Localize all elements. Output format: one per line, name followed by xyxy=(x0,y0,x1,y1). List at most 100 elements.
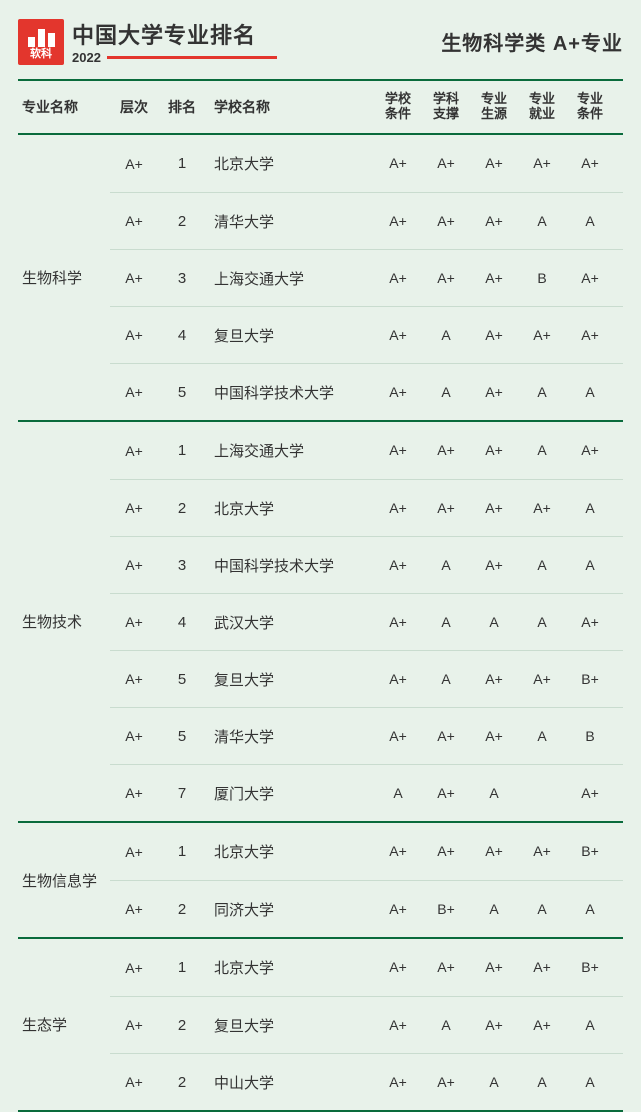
cell-metric-2: A+ xyxy=(422,785,470,801)
cell-tier: A+ xyxy=(110,614,158,630)
cell-metric-2: A+ xyxy=(422,500,470,516)
cell-metric-5: A+ xyxy=(566,327,614,343)
table-body: 生物科学A+1北京大学A+A+A+A+A+A+2清华大学A+A+A+AAA+3上… xyxy=(18,135,623,1112)
cell-metric-4: A+ xyxy=(518,959,566,975)
cell-school: 北京大学 xyxy=(206,957,374,978)
cell-metric-5: B+ xyxy=(566,959,614,975)
brand: 软科 中国大学专业排名 2022 xyxy=(18,18,277,65)
table-row: A+4武汉大学A+AAAA+ xyxy=(110,593,623,650)
logo: 软科 xyxy=(18,19,64,65)
table-row: A+5中国科学技术大学A+AA+AA xyxy=(110,363,623,420)
year-label: 2022 xyxy=(72,50,101,65)
cell-metric-1: A+ xyxy=(374,901,422,917)
cell-metric-4: A xyxy=(518,1074,566,1090)
cell-metric-4: A+ xyxy=(518,843,566,859)
cell-metric-1: A xyxy=(374,785,422,801)
red-underline-icon xyxy=(107,56,277,59)
cell-metric-2: A+ xyxy=(422,270,470,286)
cell-metric-2: A+ xyxy=(422,843,470,859)
logo-bars-icon xyxy=(28,25,55,47)
col-tier: 层次 xyxy=(110,97,158,117)
cell-metric-3: A+ xyxy=(470,270,518,286)
table-row: A+5复旦大学A+AA+A+B+ xyxy=(110,650,623,707)
cell-metric-4: A+ xyxy=(518,500,566,516)
cell-metric-1: A+ xyxy=(374,155,422,171)
cell-tier: A+ xyxy=(110,270,158,286)
cell-metric-2: A xyxy=(422,671,470,687)
cell-metric-5: A+ xyxy=(566,270,614,286)
cell-rank: 5 xyxy=(158,384,206,401)
major-group: 生物技术A+1上海交通大学A+A+A+AA+A+2北京大学A+A+A+A+AA+… xyxy=(18,422,623,823)
cell-tier: A+ xyxy=(110,500,158,516)
cell-metric-3: A+ xyxy=(470,155,518,171)
cell-school: 清华大学 xyxy=(206,211,374,232)
cell-metric-4: A+ xyxy=(518,1017,566,1033)
cell-metric-4: A xyxy=(518,442,566,458)
major-name: 生态学 xyxy=(18,939,110,1110)
cell-metric-4: A+ xyxy=(518,155,566,171)
cell-metric-2: A xyxy=(422,1017,470,1033)
cell-tier: A+ xyxy=(110,728,158,744)
cell-school: 中山大学 xyxy=(206,1072,374,1093)
cell-school: 北京大学 xyxy=(206,153,374,174)
cell-metric-4: A xyxy=(518,213,566,229)
major-group: 生态学A+1北京大学A+A+A+A+B+A+2复旦大学A+AA+A+AA+2中山… xyxy=(18,939,623,1112)
cell-school: 同济大学 xyxy=(206,899,374,920)
cell-school: 武汉大学 xyxy=(206,612,374,633)
cell-metric-4: B xyxy=(518,270,566,286)
cell-metric-3: A+ xyxy=(470,213,518,229)
cell-school: 中国科学技术大学 xyxy=(206,555,374,576)
cell-metric-5: A xyxy=(566,557,614,573)
cell-metric-3: A xyxy=(470,614,518,630)
cell-rank: 4 xyxy=(158,327,206,344)
cell-metric-5: A+ xyxy=(566,785,614,801)
cell-metric-4: A xyxy=(518,557,566,573)
cell-metric-2: A xyxy=(422,327,470,343)
cell-metric-3: A+ xyxy=(470,384,518,400)
cell-rank: 1 xyxy=(158,843,206,860)
cell-school: 复旦大学 xyxy=(206,325,374,346)
cell-school: 清华大学 xyxy=(206,726,374,747)
cell-tier: A+ xyxy=(110,213,158,229)
logo-text: 软科 xyxy=(30,49,52,60)
cell-rank: 1 xyxy=(158,155,206,172)
col-rank: 排名 xyxy=(158,97,206,117)
cell-metric-1: A+ xyxy=(374,270,422,286)
cell-school: 上海交通大学 xyxy=(206,440,374,461)
ranking-table: 专业名称 层次 排名 学校名称 学校条件 学科支撑 专业生源 专业就业 专业条件… xyxy=(18,79,623,1112)
page: 软科 中国大学专业排名 2022 生物科学类 A+专业 专业名称 层次 排名 学… xyxy=(0,0,641,1112)
cell-metric-1: A+ xyxy=(374,1074,422,1090)
title-sub: 2022 xyxy=(72,50,277,65)
cell-metric-4: A xyxy=(518,728,566,744)
cell-tier: A+ xyxy=(110,901,158,917)
cell-rank: 2 xyxy=(158,1074,206,1091)
cell-metric-1: A+ xyxy=(374,728,422,744)
cell-tier: A+ xyxy=(110,844,158,860)
cell-metric-5: A xyxy=(566,384,614,400)
cell-metric-1: A+ xyxy=(374,384,422,400)
cell-metric-3: A+ xyxy=(470,327,518,343)
cell-metric-1: A+ xyxy=(374,213,422,229)
cell-metric-2: A xyxy=(422,614,470,630)
cell-metric-5: A xyxy=(566,500,614,516)
table-row: A+2同济大学A+B+AAA xyxy=(110,880,623,937)
cell-rank: 1 xyxy=(158,442,206,459)
cell-metric-2: A+ xyxy=(422,728,470,744)
table-row: A+2北京大学A+A+A+A+A xyxy=(110,479,623,536)
cell-tier: A+ xyxy=(110,785,158,801)
cell-rank: 7 xyxy=(158,785,206,802)
cell-metric-3: A+ xyxy=(470,728,518,744)
cell-school: 中国科学技术大学 xyxy=(206,382,374,403)
cell-metric-4: A+ xyxy=(518,327,566,343)
cell-metric-2: A+ xyxy=(422,155,470,171)
cell-school: 复旦大学 xyxy=(206,669,374,690)
major-group: 生物科学A+1北京大学A+A+A+A+A+A+2清华大学A+A+A+AAA+3上… xyxy=(18,135,623,422)
title-block: 中国大学专业排名 2022 xyxy=(72,18,277,65)
cell-metric-3: A+ xyxy=(470,500,518,516)
cell-metric-4: A xyxy=(518,384,566,400)
page-title: 中国大学专业排名 xyxy=(72,18,277,50)
cell-metric-5: B+ xyxy=(566,843,614,859)
cell-metric-1: A+ xyxy=(374,671,422,687)
table-row: A+7厦门大学AA+AA+ xyxy=(110,764,623,821)
table-row: A+1北京大学A+A+A+A+B+ xyxy=(110,823,623,880)
